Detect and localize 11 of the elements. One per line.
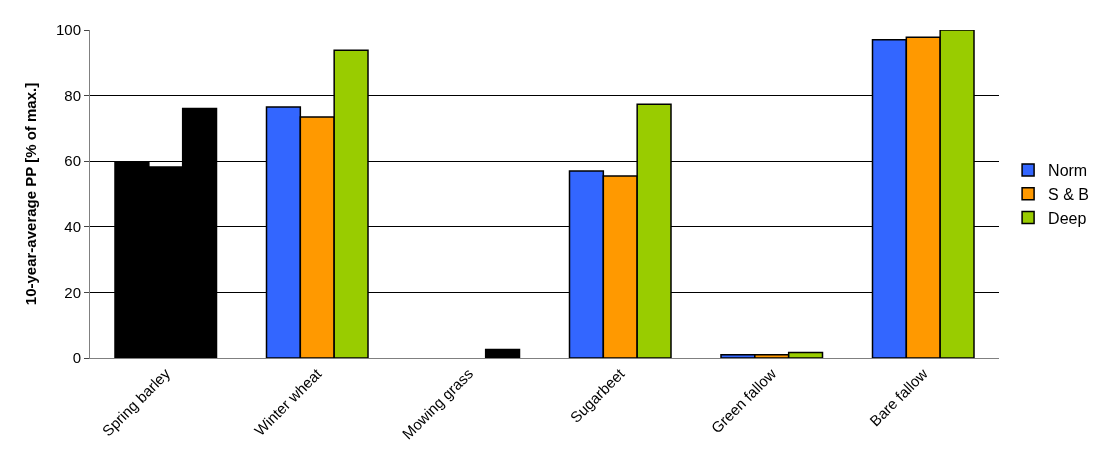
legend-label: Norm	[1048, 162, 1088, 180]
y-tick-label: 40	[64, 218, 81, 236]
y-tick-label: 80	[64, 86, 81, 104]
y-tick-label: 60	[64, 152, 81, 170]
legend-label: Deep	[1048, 209, 1087, 227]
y-tick-label: 100	[55, 21, 81, 39]
y-tick-label: 0	[72, 349, 81, 367]
legend-label: S & B	[1048, 185, 1089, 203]
y-tick-label: 20	[64, 283, 81, 301]
bar	[484, 348, 521, 358]
y-axis-title: 10-year-average PP [% of max.]	[22, 82, 40, 306]
